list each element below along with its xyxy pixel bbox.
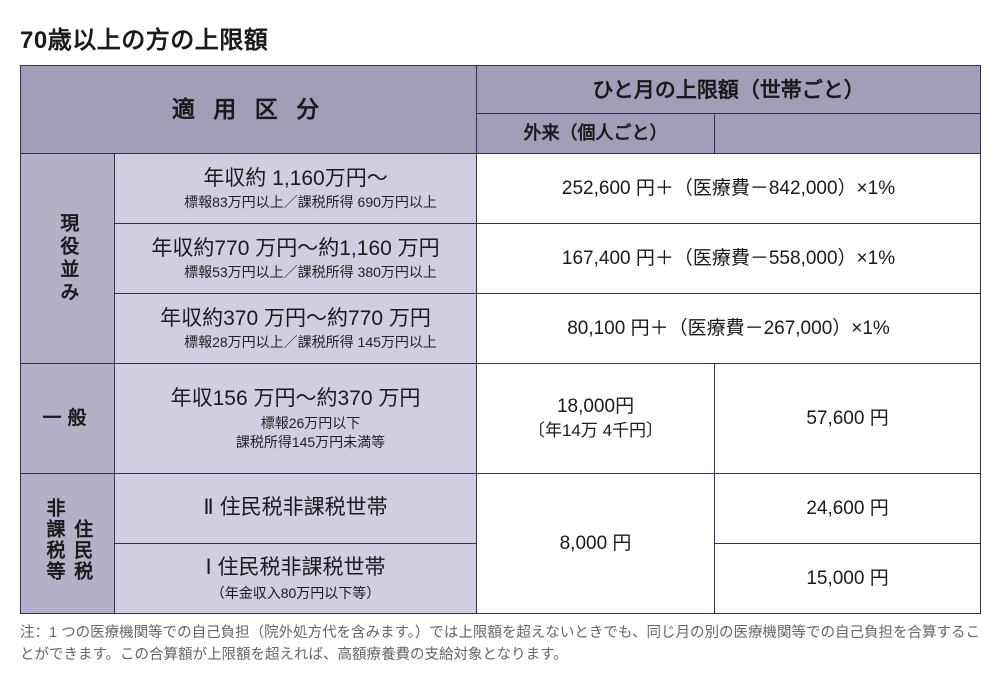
header-monthly-limit: ひと月の上限額（世帯ごと） xyxy=(477,66,981,114)
row-g-desc: 年収156 万円～約370 万円 標報26万円以下 課税所得145万円未満等 xyxy=(115,364,477,474)
row-t2-household: 24,600 円 xyxy=(715,474,981,544)
category-tax-exempt-l1: 住民税 xyxy=(69,519,95,582)
row-a3-income: 年収約370 万円～約770 万円 xyxy=(160,307,431,330)
row-a2-desc: 年収約770 万円～約1,160 万円 標報53万円以上／課税所得 380万円以… xyxy=(115,224,477,294)
row-g-outpatient: 18,000円 〔年14万 4千円〕 xyxy=(477,364,715,474)
row-a2-value: 167,400 円＋（医療費－558,000）×1% xyxy=(477,224,981,294)
row-g-income: 年収156 万円～約370 万円 xyxy=(171,387,421,410)
category-tax-exempt-l2: 非課税等 xyxy=(41,498,67,582)
row-g-detail2: 課税所得145万円未満等 xyxy=(115,433,476,452)
row-t1-detail: （年金収入80万円以下等） xyxy=(115,584,476,603)
limits-table: 適 用 区 分 ひと月の上限額（世帯ごと） 外来（個人ごと） 現役並み 年収約 … xyxy=(20,65,981,614)
row-a1-detail: 標報83万円以上／課税所得 690万円以上 xyxy=(115,193,476,212)
row-g-household: 57,600 円 xyxy=(715,364,981,474)
header-household-blank xyxy=(715,114,981,154)
row-t1-label: Ⅰ 住民税非課税世帯 xyxy=(205,556,385,579)
row-tax-outpatient: 8,000 円 xyxy=(477,474,715,614)
row-g-detail1: 標報26万円以下 xyxy=(115,414,476,433)
category-general: 一般 xyxy=(21,364,115,474)
row-a2-income: 年収約770 万円～約1,160 万円 xyxy=(151,237,439,260)
row-g-out-sub: 〔年14万 4千円〕 xyxy=(477,420,714,443)
row-a2-detail: 標報53万円以上／課税所得 380万円以上 xyxy=(115,263,476,282)
page-title: 70歳以上の方の上限額 xyxy=(20,20,980,55)
row-a3-detail: 標報28万円以上／課税所得 145万円以上 xyxy=(115,333,476,352)
row-g-out-main: 18,000円 xyxy=(557,396,634,417)
footnote: 注：1 つの医療機関等での自己負担（院外処方代を含みます。）では上限額を超えない… xyxy=(20,622,980,667)
category-tax-exempt: 非課税等住民税 xyxy=(21,474,115,614)
row-a3-value: 80,100 円＋（医療費－267,000）×1% xyxy=(477,294,981,364)
category-active: 現役並み xyxy=(21,154,115,364)
header-outpatient: 外来（個人ごと） xyxy=(477,114,715,154)
row-t2-label: Ⅱ 住民税非課税世帯 xyxy=(203,496,387,519)
row-t1-household: 15,000 円 xyxy=(715,544,981,614)
row-t1-desc: Ⅰ 住民税非課税世帯 （年金収入80万円以下等） xyxy=(115,544,477,614)
row-a1-desc: 年収約 1,160万円～ 標報83万円以上／課税所得 690万円以上 xyxy=(115,154,477,224)
row-t2-desc: Ⅱ 住民税非課税世帯 xyxy=(115,474,477,544)
header-category: 適 用 区 分 xyxy=(21,66,477,154)
row-a1-value: 252,600 円＋（医療費－842,000）×1% xyxy=(477,154,981,224)
row-a1-income: 年収約 1,160万円～ xyxy=(203,167,387,190)
row-a3-desc: 年収約370 万円～約770 万円 標報28万円以上／課税所得 145万円以上 xyxy=(115,294,477,364)
